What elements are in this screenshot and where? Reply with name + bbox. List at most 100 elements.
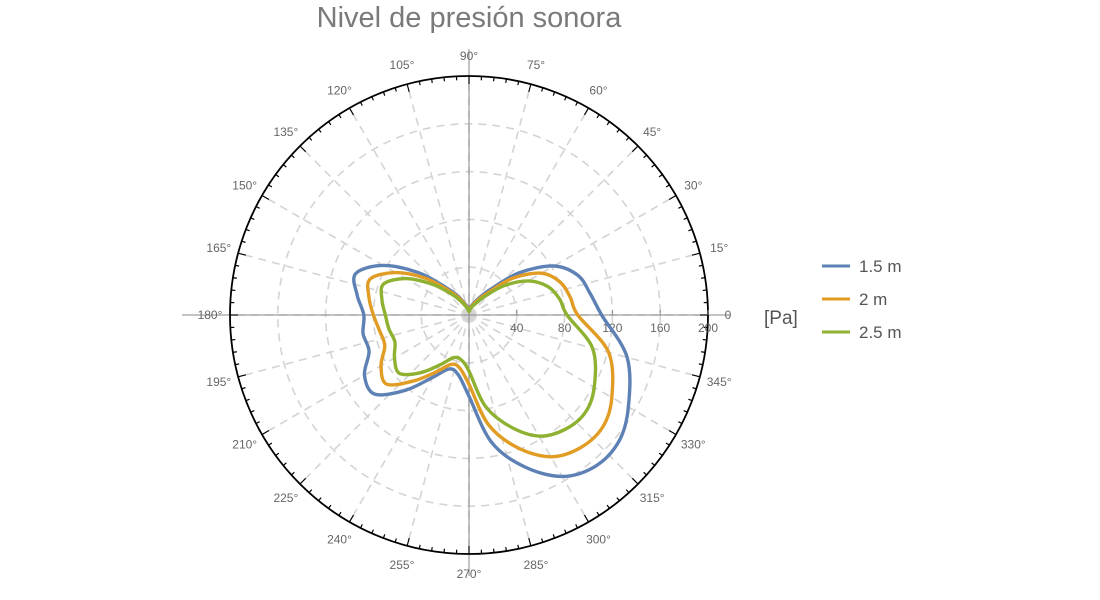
angle-tick bbox=[431, 78, 433, 83]
angle-tick bbox=[255, 205, 260, 209]
angle-tick bbox=[575, 101, 579, 106]
angle-tick bbox=[606, 504, 610, 509]
angle-tick bbox=[552, 91, 556, 96]
angle-tick bbox=[691, 374, 701, 378]
angle-tick bbox=[245, 398, 250, 402]
angular-gridline bbox=[299, 145, 470, 316]
angle-tick bbox=[241, 387, 246, 390]
angle-tick bbox=[348, 514, 355, 523]
angle-tick bbox=[268, 442, 273, 446]
angular-gridline bbox=[468, 314, 677, 436]
angle-tick bbox=[261, 429, 270, 436]
angle-tick bbox=[282, 164, 287, 168]
angle-tick bbox=[250, 217, 255, 220]
angle-tick bbox=[275, 452, 280, 456]
angle-tick bbox=[606, 121, 610, 126]
angle-tick bbox=[552, 534, 556, 539]
angle-tick bbox=[235, 363, 240, 366]
angle-tick bbox=[382, 91, 386, 96]
angle-tick bbox=[394, 87, 397, 92]
angle-tick-label: 15° bbox=[710, 241, 728, 255]
angle-tick bbox=[692, 240, 697, 243]
angle-tick bbox=[290, 154, 295, 159]
series-line bbox=[352, 263, 632, 479]
angle-tick bbox=[631, 145, 639, 153]
angle-tick bbox=[237, 374, 247, 378]
angle-tick bbox=[616, 128, 620, 133]
angle-tick bbox=[575, 524, 579, 529]
angle-tick bbox=[528, 83, 532, 93]
angle-tick-label: 225° bbox=[273, 491, 298, 505]
angle-tick bbox=[683, 410, 688, 413]
angle-tick bbox=[328, 504, 332, 509]
angle-tick-label: 285° bbox=[524, 558, 549, 572]
radial-tick-label: 200 bbox=[698, 321, 718, 335]
angle-tick-label: 270° bbox=[457, 567, 482, 581]
angle-tick bbox=[418, 81, 421, 86]
angle-tick bbox=[328, 121, 332, 126]
angular-gridline bbox=[348, 314, 470, 523]
angle-tick-label: 45° bbox=[643, 125, 661, 139]
angular-gridline bbox=[237, 314, 470, 378]
angular-gridline bbox=[406, 83, 470, 316]
angle-tick-label: 75° bbox=[527, 58, 545, 72]
angle-tick bbox=[318, 128, 322, 133]
angle-tick bbox=[688, 228, 693, 232]
angle-tick bbox=[517, 81, 520, 86]
angle-tick-label: 240° bbox=[327, 532, 352, 546]
angle-tick bbox=[261, 194, 270, 201]
angle-tick-label: 0 bbox=[725, 308, 732, 322]
angle-tick bbox=[318, 497, 322, 502]
angle-tick bbox=[651, 462, 656, 466]
angle-tick bbox=[698, 363, 703, 366]
angle-tick bbox=[658, 452, 663, 456]
angle-tick-label: 165° bbox=[206, 241, 231, 255]
angle-tick bbox=[698, 264, 703, 267]
angular-gridline bbox=[468, 107, 590, 316]
angle-tick bbox=[643, 471, 648, 476]
angle-tick bbox=[665, 442, 670, 446]
angle-tick bbox=[237, 252, 247, 256]
angle-tick bbox=[583, 514, 590, 523]
angle-tick bbox=[431, 547, 433, 552]
radial-tick-label: 160 bbox=[650, 321, 670, 335]
angle-tick bbox=[596, 114, 600, 119]
angle-tick bbox=[232, 351, 237, 353]
legend-label: 1.5 m bbox=[859, 257, 902, 276]
angle-tick bbox=[382, 534, 386, 539]
angle-tick bbox=[418, 544, 421, 549]
angle-tick bbox=[596, 511, 600, 516]
angle-tick bbox=[701, 351, 706, 353]
legend-label: 2 m bbox=[859, 290, 887, 309]
angle-tick bbox=[250, 410, 255, 413]
angular-gridline bbox=[468, 83, 532, 316]
angle-tick bbox=[678, 205, 683, 209]
angle-tick bbox=[658, 174, 663, 178]
angle-tick-label: 300° bbox=[586, 532, 611, 546]
angle-tick bbox=[691, 252, 701, 256]
angle-tick-label: 330° bbox=[681, 438, 706, 452]
angle-tick-label: 120° bbox=[327, 84, 352, 98]
angular-gridline bbox=[348, 107, 470, 316]
angle-tick-label: 315° bbox=[640, 491, 665, 505]
angle-tick bbox=[665, 184, 670, 188]
angle-tick bbox=[643, 154, 648, 159]
radial-tick-label: 40 bbox=[510, 321, 524, 335]
angular-gridline bbox=[261, 194, 470, 316]
angle-tick bbox=[308, 136, 313, 141]
angular-gridline bbox=[468, 145, 639, 316]
angle-tick bbox=[235, 264, 240, 267]
angle-tick bbox=[505, 78, 507, 83]
angle-tick bbox=[625, 136, 630, 141]
angle-tick bbox=[245, 228, 250, 232]
angle-tick-label: 180° bbox=[198, 308, 223, 322]
angular-gridline bbox=[468, 314, 701, 378]
angle-tick bbox=[275, 174, 280, 178]
radial-tick-label: 80 bbox=[558, 321, 572, 335]
angle-tick bbox=[517, 544, 520, 549]
angle-tick bbox=[688, 398, 693, 402]
angle-tick bbox=[564, 96, 567, 101]
angle-tick-label: 30° bbox=[684, 179, 702, 193]
angle-tick-label: 105° bbox=[390, 58, 415, 72]
